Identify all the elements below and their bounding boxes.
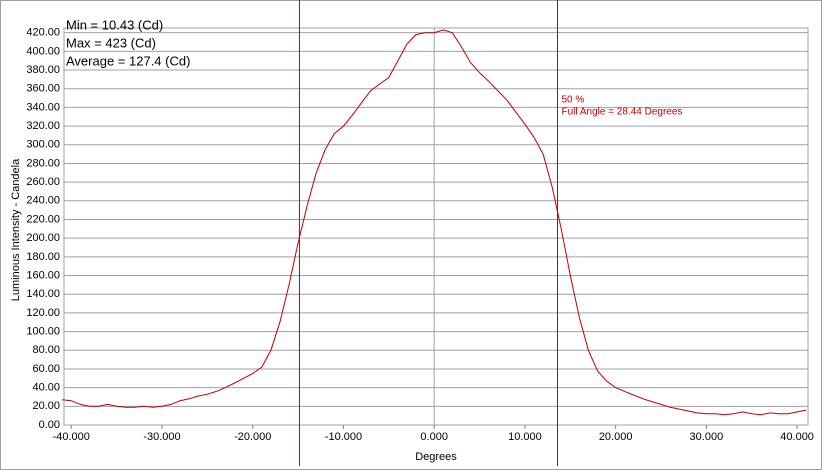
x-tick-label: 40.000 <box>780 431 814 443</box>
y-tick-label: 160.00 <box>26 269 60 281</box>
y-tick-label: 100.00 <box>26 325 60 337</box>
data-line <box>62 29 807 416</box>
y-tick-label: 420.00 <box>26 27 60 39</box>
x-tick-label: -40.000 <box>53 431 90 443</box>
y-tick-label: 320.00 <box>26 120 60 132</box>
x-tick-label: -20.000 <box>234 431 271 443</box>
stat-annotation: Average = 127.4 (Cd) <box>66 53 190 68</box>
y-tick-label: 60.00 <box>32 363 60 375</box>
x-tick-label: -10.000 <box>325 431 362 443</box>
plot-area <box>63 27 809 426</box>
y-tick-label: 180.00 <box>26 251 60 263</box>
y-tick-label: 380.00 <box>26 64 60 76</box>
marker-annotation: Full Angle = 28.44 Degrees <box>561 107 682 118</box>
marker-annotation: 50 % <box>561 95 584 106</box>
y-tick-label: 240.00 <box>26 195 60 207</box>
y-tick-label: 200.00 <box>26 232 60 244</box>
x-tick-label: 0.000 <box>420 431 448 443</box>
y-tick-label: 140.00 <box>26 288 60 300</box>
y-axis-label: Luminous Intensity - Candela <box>10 158 22 301</box>
stat-annotation: Max = 423 (Cd) <box>66 35 156 50</box>
stat-annotation: Min = 10.43 (Cd) <box>66 17 163 32</box>
x-tick-label: -30.000 <box>143 431 180 443</box>
y-tick-label: 0.00 <box>39 419 60 431</box>
y-tick-label: 260.00 <box>26 176 60 188</box>
y-tick-label: 280.00 <box>26 157 60 169</box>
y-tick-label: 400.00 <box>26 45 60 57</box>
x-tick-label: 20.000 <box>599 431 633 443</box>
x-tick-label: 30.000 <box>690 431 724 443</box>
y-tick-label: 20.00 <box>32 400 60 412</box>
x-axis-label: Degrees <box>415 451 457 463</box>
y-tick-label: 220.00 <box>26 213 60 225</box>
y-tick-label: 360.00 <box>26 83 60 95</box>
y-tick-label: 300.00 <box>26 139 60 151</box>
y-tick-label: 120.00 <box>26 307 60 319</box>
y-tick-label: 80.00 <box>32 344 60 356</box>
y-tick-label: 340.00 <box>26 101 60 113</box>
x-tick-label: 10.000 <box>508 431 542 443</box>
y-tick-label: 40.00 <box>32 382 60 394</box>
